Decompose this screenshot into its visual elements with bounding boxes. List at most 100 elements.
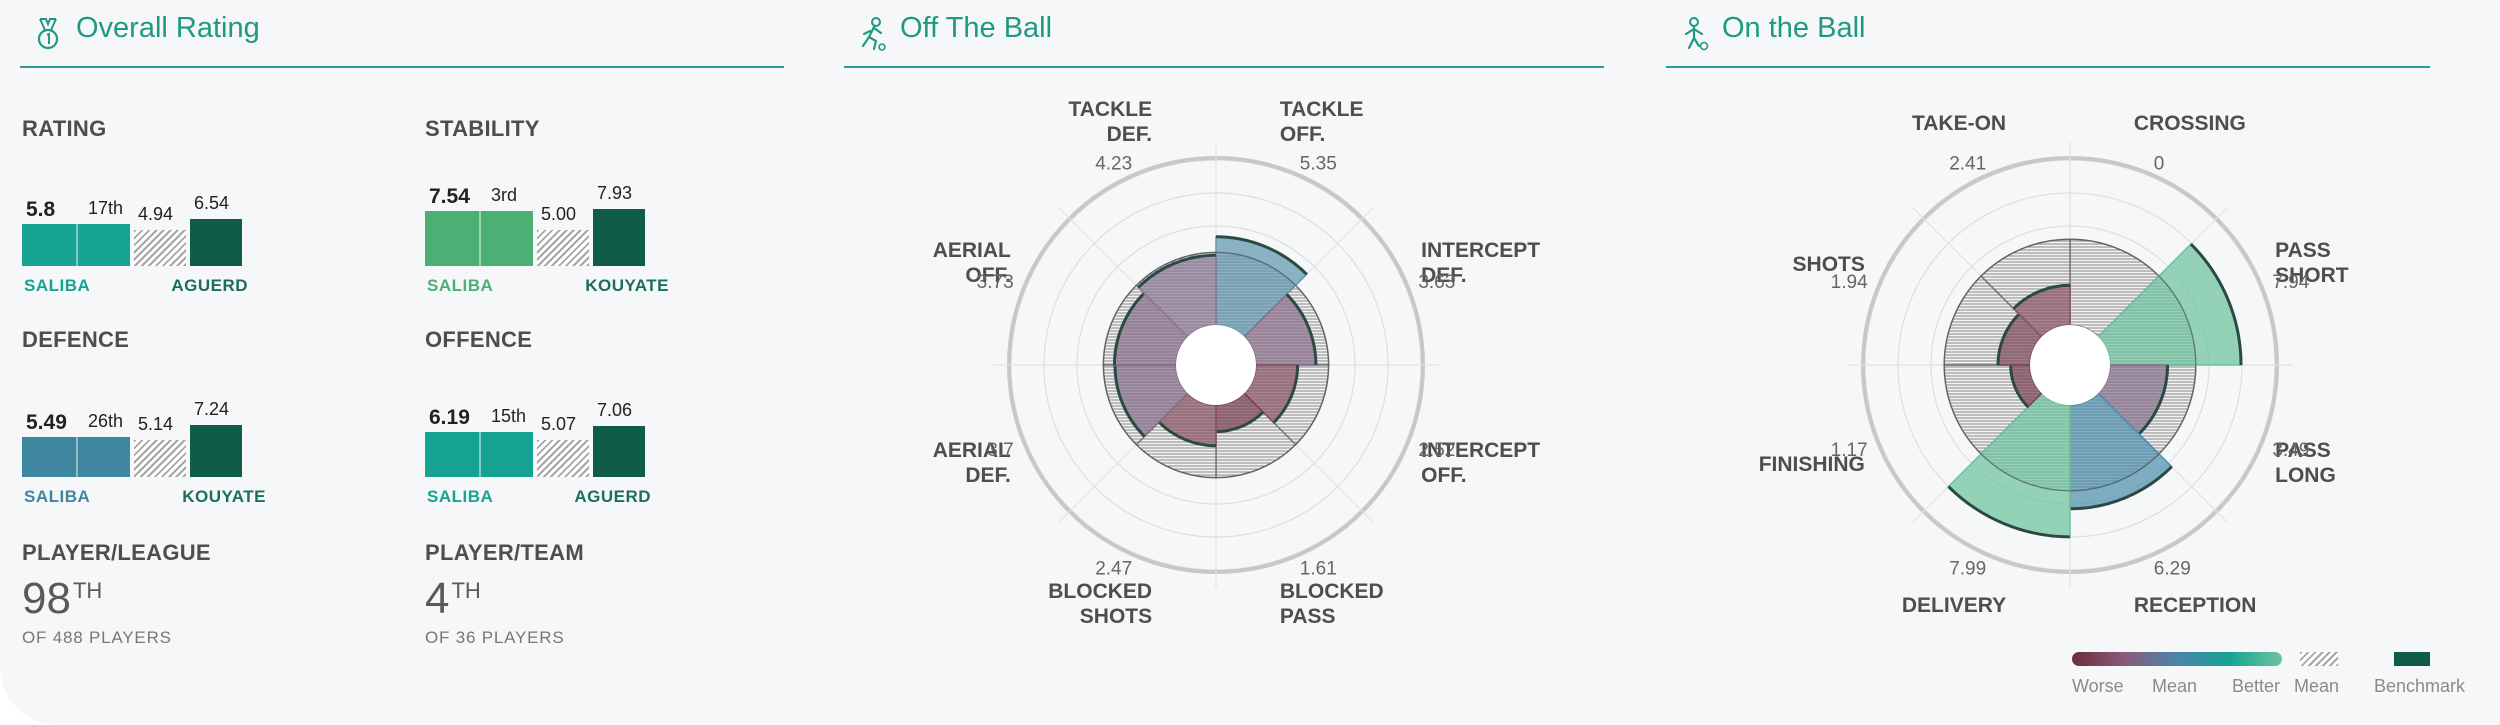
player-value: 7.54: [429, 185, 470, 209]
player-rank: 17th: [88, 197, 124, 218]
category-label: AERIAL OFF.: [933, 239, 1011, 287]
benchmark-value: 7.06: [597, 399, 633, 420]
section-title: On the Ball: [1722, 12, 1866, 44]
category-value: 2.52: [1418, 440, 1455, 461]
player-league-rank: PLAYER/LEAGUE 98TH OF 488 PLAYERS: [22, 540, 342, 648]
rank-sub: OF 488 PLAYERS: [22, 628, 172, 647]
category-label-line: AERIAL: [933, 439, 1011, 462]
medal-icon: [37, 18, 59, 50]
player-rank: 26th: [88, 411, 124, 432]
legend-benchmark-label: Benchmark: [2374, 676, 2466, 696]
metric-label: DEFENCE: [22, 327, 130, 352]
bar-divider: [479, 211, 481, 266]
legend-better: Better: [2232, 676, 2281, 696]
player-value: 5.49: [26, 411, 67, 435]
category-label: BLOCKED SHOTS: [1048, 580, 1152, 628]
mean-value: 4.94: [138, 204, 174, 225]
legend-mean-label: Mean: [2294, 676, 2340, 696]
player-name: SALIBA: [24, 276, 91, 295]
benchmark-bar: [593, 425, 645, 477]
player-bar: [22, 437, 130, 477]
category-label-line: AERIAL: [933, 239, 1011, 262]
benchmark-swatch: [2394, 652, 2430, 666]
category-label-line: INTERCEPT: [1421, 239, 1540, 262]
metric-offence: OFFENCE 6.19 15th 5.07 7.06 SALIBA AGUERD: [425, 327, 665, 506]
category-label-line: SHOTS: [1080, 605, 1152, 628]
category-label: TACKLE OFF.: [1280, 98, 1364, 146]
benchmark-bar: [190, 218, 242, 266]
player-name: SALIBA: [24, 487, 91, 506]
category-value: 3.73: [977, 272, 1014, 293]
category-label-line: DEF.: [1107, 123, 1153, 146]
value-wedge-edge: [1272, 364, 1300, 424]
legend-mean: Mean: [2152, 676, 2198, 696]
player-name: SALIBA: [427, 276, 494, 295]
category-value: 1.61: [1300, 558, 1337, 579]
player-value: 5.8: [26, 197, 56, 221]
benchmark-bar: [593, 208, 645, 266]
player-bar: [425, 211, 533, 266]
mean-bar: [134, 230, 186, 266]
mean-value: 5.00: [541, 203, 577, 224]
benchmark-value: 7.93: [597, 182, 633, 203]
mean-value: 5.07: [541, 414, 577, 435]
category-label: AERIAL DEF.: [933, 439, 1011, 487]
metric-bars: 5.8 17th 4.94 6.54 SALIBA AGUERD: [22, 168, 248, 295]
mean-hatch-swatch: [2300, 652, 2338, 666]
rank-sub: OF 36 PLAYERS: [425, 628, 565, 647]
metric-label: RATING: [22, 116, 107, 141]
rank-suffix: TH: [72, 578, 103, 603]
value-wedge-edge: [1215, 410, 1265, 434]
value-wedge-edge: [1285, 293, 1318, 366]
off-the-ball-header: Off The Ball: [844, 10, 1604, 68]
category-label-line: OFF.: [1280, 123, 1326, 146]
player-value: 6.19: [429, 406, 470, 430]
benchmark-player-name: KOUYATE: [585, 276, 669, 295]
metric-label: STABILITY: [425, 116, 540, 141]
category-value: 2.47: [1095, 558, 1132, 579]
benchmark-value: 7.24: [194, 398, 230, 419]
benchmark-value: 6.54: [194, 192, 230, 213]
rank-number: 4: [425, 574, 450, 623]
bar-divider: [76, 437, 78, 477]
category-label-line: TACKLE: [1069, 98, 1153, 121]
rank-value: 4TH: [425, 574, 745, 624]
benchmark-bar: [190, 424, 242, 477]
bar-divider: [76, 223, 78, 266]
metric-bars: 5.49 26th 5.14 7.24 SALIBA KOUYATE: [22, 379, 266, 506]
value-wedge-edge: [1113, 364, 1146, 438]
category-label-line: TACKLE: [1280, 98, 1364, 121]
metric-bars: 6.19 15th 5.07 7.06 SALIBA AGUERD: [425, 379, 651, 506]
category-label-line: OFF.: [965, 264, 1011, 287]
on-the-ball-header: On the Ball: [1666, 10, 2430, 68]
category-value: 3.63: [1418, 272, 1455, 293]
category-label: INTERCEPT OFF.: [1421, 439, 1540, 487]
player-name: SALIBA: [427, 487, 494, 506]
player-bar: [22, 223, 130, 266]
player-with-ball-icon: [1684, 17, 1709, 51]
category-label-line: BLOCKED: [1280, 580, 1384, 603]
value-wedge-edge: [1112, 292, 1146, 366]
category-label: INTERCEPT DEF.: [1421, 239, 1540, 287]
metric-rating: RATING 5.8 17th 4.94 6.54 SALIBA AGUERD: [22, 116, 262, 295]
legend-worse: Worse: [2072, 676, 2124, 696]
category-label-line: OFF.: [1421, 464, 1467, 487]
rank-label: PLAYER/LEAGUE: [22, 540, 211, 565]
player-rank: 3rd: [491, 185, 518, 206]
player-bar: [425, 432, 533, 477]
rank-label: PLAYER/TEAM: [425, 540, 584, 565]
running-player-icon: [861, 17, 886, 51]
category-label: BLOCKED PASS: [1280, 580, 1384, 628]
category-label-line: DEF.: [965, 464, 1011, 487]
mean-bar: [134, 439, 186, 477]
mean-bar: [537, 229, 589, 266]
rank-number: 98: [22, 574, 71, 623]
category-value: 3.7: [987, 440, 1013, 461]
mean-bar: [537, 440, 589, 477]
category-value: 5.35: [1300, 154, 1337, 175]
chart-hub: [1176, 325, 1256, 405]
bar-divider: [479, 432, 481, 477]
rank-suffix: TH: [451, 578, 481, 603]
